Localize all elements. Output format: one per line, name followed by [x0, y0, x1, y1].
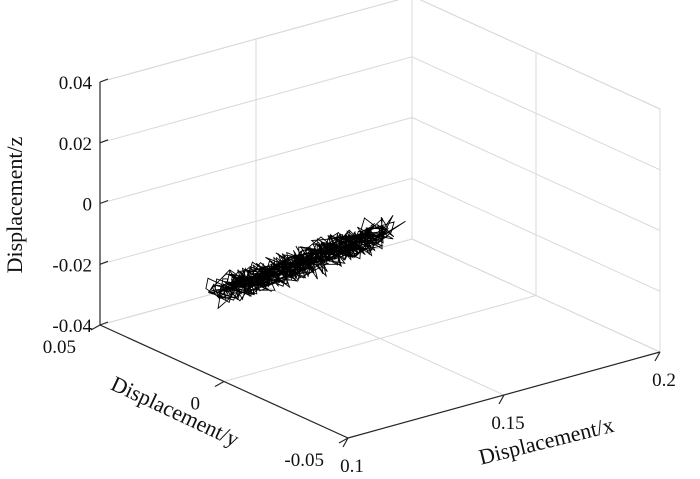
y-tick-label: -0.05 [284, 450, 324, 471]
box-edge-top-back [99, 0, 400, 83]
tick-labels: 0.1 0.15 0.2 -0.05 0 0.05-0.04 -0.02 0 0.02 0.04 [43, 73, 676, 477]
z-tick-label: 0.02 [59, 134, 92, 155]
y-tick-label: 0.05 [43, 337, 76, 358]
grid-line-z-backwall [99, 56, 413, 144]
grid-line-z-backwall [99, 117, 413, 204]
grid-line-z-sidewall [411, 238, 661, 353]
grid-line-z-backwall [99, 177, 413, 265]
x-tick-mark [654, 351, 661, 362]
grid-line-z-sidewall [411, 177, 661, 292]
y-tick-label: 0 [191, 394, 201, 415]
z-axis-label: Displacement/z [2, 136, 27, 273]
x-tick-label: 0.1 [340, 456, 364, 477]
z-tick-label: -0.04 [52, 316, 92, 337]
z-tick-mark [99, 78, 109, 83]
z-tick-mark [99, 139, 109, 144]
grid-line-y-floor [223, 295, 537, 382]
axes-box [90, 78, 661, 448]
x-tick-label: 0.2 [652, 370, 676, 391]
z-tick-mark [99, 260, 109, 265]
trajectory-trace [205, 215, 406, 310]
x-tick-mark [498, 394, 505, 405]
z-tick-mark [99, 199, 109, 205]
box-edge-top-side [419, 0, 661, 110]
grid-line-z-sidewall [411, 56, 661, 171]
y-tick-mark [90, 324, 101, 331]
y-tick-mark [338, 437, 349, 444]
grid-lines [99, 0, 661, 439]
z-tick-label: 0 [83, 195, 93, 216]
series-0-line [205, 215, 406, 310]
grid-line-z-sidewall [411, 117, 661, 231]
z-tick-label: 0.04 [59, 73, 93, 94]
z-tick-mark [99, 321, 109, 326]
x-tick-mark [342, 437, 349, 448]
y-tick-mark [214, 380, 225, 388]
x-tick-label: 0.15 [491, 413, 524, 434]
z-tick-label: -0.02 [52, 255, 92, 276]
